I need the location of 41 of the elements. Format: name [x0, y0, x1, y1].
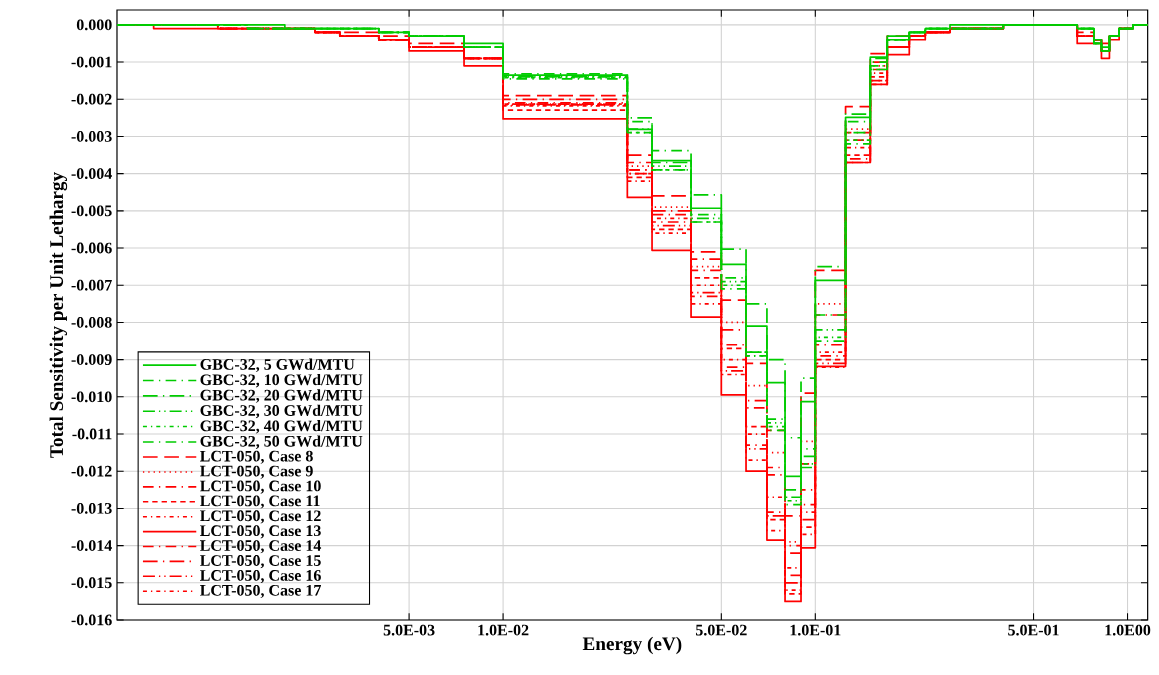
y-tick-label: -0.004	[71, 168, 112, 180]
x-tick-label: 5.0E-02	[695, 624, 747, 636]
y-tick-label: -0.016	[71, 614, 112, 626]
legend-label: LCT-050, Case 17	[200, 584, 321, 599]
y-tick-label: -0.010	[71, 391, 112, 403]
legend-label: GBC-32, 10 GWd/MTU	[200, 373, 363, 388]
y-tick-label: -0.003	[71, 131, 112, 142]
legend-label: LCT-050, Case 10	[200, 480, 321, 494]
y-tick-label: 0.000	[76, 19, 112, 31]
legend-label: GBC-32, 20 GWd/MTU	[200, 389, 363, 403]
legend-label: LCT-050, Case 16	[200, 570, 321, 584]
x-tick-label: 1.0E-02	[478, 624, 529, 636]
legend-label: LCT-050, Case 15	[200, 555, 321, 569]
y-tick-label: -0.006	[71, 242, 112, 254]
x-axis-title: Energy (eV)	[582, 636, 682, 655]
y-tick-label: -0.013	[71, 502, 112, 514]
y-tick-label: -0.014	[71, 540, 112, 552]
legend-label: GBC-32, 40 GWd/MTU	[200, 420, 363, 434]
x-tick-label: 5.0E-01	[1008, 624, 1059, 636]
legend-label: LCT-050, Case 14	[200, 540, 322, 554]
legend-label: GBC-32, 50 GWd/MTU	[200, 435, 363, 449]
y-tick-label: -0.009	[71, 354, 112, 366]
legend-label: GBC-32, 5 GWd/MTU	[200, 358, 355, 373]
x-tick-label: 1.0E-01	[790, 624, 841, 636]
y-tick-label: -0.011	[72, 428, 112, 440]
y-tick-label: -0.002	[71, 93, 112, 105]
legend-label: LCT-050, Case 8	[200, 450, 313, 464]
y-tick-label: -0.007	[71, 279, 112, 291]
x-tick-label: 5.0E-03	[383, 624, 435, 636]
x-tick-label: 1.0E00	[1105, 624, 1151, 636]
legend-label: LCT-050, Case 13	[200, 525, 321, 539]
y-axis-title: Total Sensitivity per Unit Lethargy	[49, 172, 68, 458]
legend-label: LCT-050, Case 12	[200, 510, 321, 524]
legend-label: GBC-32, 30 GWd/MTU	[200, 404, 363, 419]
y-tick-label: -0.001	[71, 56, 112, 68]
y-tick-label: -0.005	[71, 205, 112, 217]
y-tick-label: -0.008	[71, 317, 112, 328]
y-tick-label: -0.015	[71, 577, 112, 589]
legend-label: LCT-050, Case 9	[200, 465, 313, 479]
legend-label: LCT-050, Case 11	[200, 495, 320, 509]
y-tick-label: -0.012	[71, 465, 112, 477]
